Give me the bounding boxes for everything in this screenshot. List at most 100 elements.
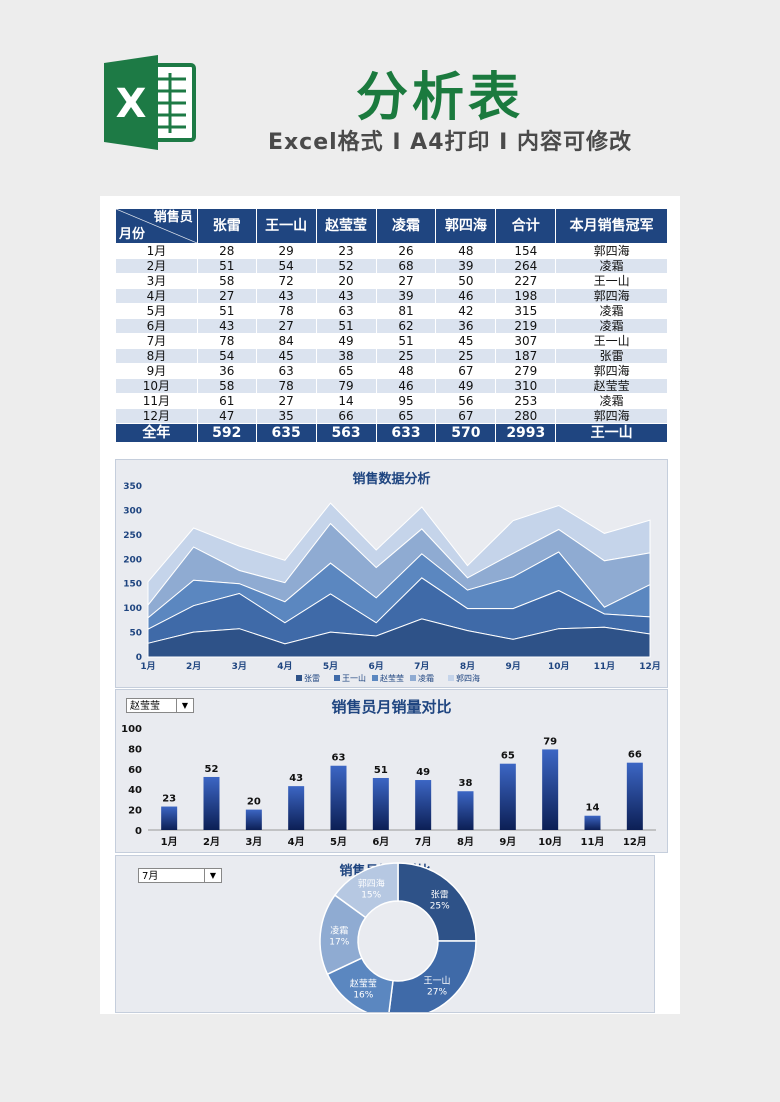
total-cell: 592 bbox=[196, 423, 257, 443]
column-header: 合计 bbox=[495, 208, 557, 244]
table-row: 8月 54 45 38 25 25 187 张雷 bbox=[115, 348, 668, 364]
table-cell: 29 bbox=[255, 243, 317, 259]
chevron-down-icon[interactable]: ▼ bbox=[204, 869, 221, 882]
table-row: 12月 47 35 66 65 67 280 郭四海 bbox=[115, 408, 668, 424]
table-row: 6月 43 27 51 62 36 219 凌霜 bbox=[115, 318, 668, 334]
column-header: 凌霜 bbox=[375, 208, 437, 244]
table-cell: 凌霜 bbox=[555, 258, 668, 274]
column-header: 本月销售冠军 bbox=[555, 208, 668, 244]
area-chart: 0 50 100 150 200 250 300 350 1月 2月 3月 4月 5月 6月 7月 8月 9月 1… bbox=[123, 482, 661, 683]
table-cell: 264 bbox=[495, 258, 557, 274]
table-cell: 68 bbox=[375, 258, 437, 274]
slice-name-label: 王一山 bbox=[424, 975, 451, 986]
sales-table: 销售员 月份 张雷 王一山 赵莹莹 凌霜 郭四海 合计 本月销售冠军 1月 28 2… bbox=[115, 208, 668, 443]
y-tick-label: 0 bbox=[135, 826, 142, 837]
table-cell: 58 bbox=[196, 378, 257, 394]
y-tick-label: 40 bbox=[128, 785, 142, 796]
table-row: 7月 78 84 49 51 45 307 王一山 bbox=[115, 333, 668, 349]
table-cell: 65 bbox=[315, 363, 377, 379]
table-cell: 3月 bbox=[115, 273, 198, 289]
table-row: 3月 58 72 20 27 50 227 王一山 bbox=[115, 273, 668, 289]
table-cell: 79 bbox=[315, 378, 377, 394]
salesperson-dropdown-value: 赵莹莹 bbox=[130, 701, 160, 712]
donut-slice bbox=[397, 862, 477, 942]
table-cell: 51 bbox=[196, 303, 257, 319]
table-cell: 62 bbox=[375, 318, 437, 334]
table-cell: 54 bbox=[196, 348, 257, 364]
table-cell: 23 bbox=[315, 243, 377, 259]
chevron-down-icon[interactable]: ▼ bbox=[176, 699, 193, 712]
table-cell: 49 bbox=[435, 378, 497, 394]
bar bbox=[330, 765, 347, 830]
column-header: 郭四海 bbox=[435, 208, 497, 244]
data-label: 63 bbox=[332, 753, 346, 764]
y-tick-label: 20 bbox=[128, 806, 142, 817]
table-row: 1月 28 29 23 26 48 154 郭四海 bbox=[115, 243, 668, 259]
table-row: 9月 36 63 65 48 67 279 郭四海 bbox=[115, 363, 668, 379]
y-tick-label: 80 bbox=[128, 744, 142, 755]
x-tick-label: 4月 bbox=[288, 836, 305, 848]
table-cell: 郭四海 bbox=[555, 408, 668, 424]
area-chart-panel: 销售数据分析 0 50 100 150 200 250 300 350 1月 2月 3月 4月 5月 6月… bbox=[115, 459, 668, 688]
table-cell: 42 bbox=[435, 303, 497, 319]
logo-letter: X bbox=[116, 81, 147, 127]
donut-chart-panel: 销售员销售对比 7月 ▼ 张雷25%王一山27%赵莹莹16%凌霜17%郭四海15… bbox=[115, 855, 655, 1013]
table-cell: 54 bbox=[255, 258, 317, 274]
total-cell: 2993 bbox=[495, 423, 557, 443]
y-tick-label: 250 bbox=[123, 531, 142, 541]
legend-label: 郭四海 bbox=[456, 673, 480, 683]
bar bbox=[457, 791, 474, 830]
bar bbox=[161, 806, 178, 830]
x-tick-label: 3月 bbox=[245, 836, 262, 848]
x-tick-label: 9月 bbox=[505, 661, 520, 672]
bar bbox=[245, 809, 262, 830]
table-cell: 8月 bbox=[115, 348, 198, 364]
table-cell: 王一山 bbox=[555, 273, 668, 289]
bar-chart-title: 销售员月销量对比 bbox=[331, 698, 452, 716]
table-cell: 81 bbox=[375, 303, 437, 319]
bar bbox=[626, 762, 643, 830]
column-header: 张雷 bbox=[196, 208, 257, 244]
table-cell: 45 bbox=[255, 348, 317, 364]
x-tick-label: 12月 bbox=[639, 661, 661, 672]
x-tick-label: 10月 bbox=[538, 836, 562, 848]
table-cell: 14 bbox=[315, 393, 377, 409]
area-series-张雷 bbox=[147, 618, 651, 658]
table-cell: 郭四海 bbox=[555, 288, 668, 304]
table-cell: 45 bbox=[435, 333, 497, 349]
table-cell: 35 bbox=[255, 408, 317, 424]
bar bbox=[542, 749, 559, 830]
bar-chart: 0 20 40 60 80 100 23 1月 52 2月 20 3月 43 4月 63 5月 51 6月 49 7月… bbox=[121, 724, 656, 848]
table-cell: 12月 bbox=[115, 408, 198, 424]
table-cell: 48 bbox=[375, 363, 437, 379]
table-cell: 36 bbox=[435, 318, 497, 334]
table-cell: 27 bbox=[255, 393, 317, 409]
column-header: 王一山 bbox=[255, 208, 317, 244]
table-cell: 310 bbox=[495, 378, 557, 394]
legend-label: 王一山 bbox=[342, 673, 366, 683]
table-cell: 凌霜 bbox=[555, 303, 668, 319]
table-cell: 张雷 bbox=[555, 348, 668, 364]
table-cell: 39 bbox=[375, 288, 437, 304]
y-tick-label: 50 bbox=[129, 629, 142, 639]
data-label: 20 bbox=[247, 797, 261, 808]
table-row: 2月 51 54 52 68 39 264 凌霜 bbox=[115, 258, 668, 274]
salesperson-dropdown[interactable]: 赵莹莹 ▼ bbox=[126, 698, 194, 713]
table-cell: 84 bbox=[255, 333, 317, 349]
table-cell: 187 bbox=[495, 348, 557, 364]
table-cell: 46 bbox=[375, 378, 437, 394]
total-cell: 633 bbox=[375, 423, 437, 443]
table-cell: 65 bbox=[375, 408, 437, 424]
x-tick-label: 1月 bbox=[161, 836, 178, 848]
table-cell: 43 bbox=[255, 288, 317, 304]
table-cell: 78 bbox=[255, 378, 317, 394]
excel-logo-icon: X bbox=[104, 55, 196, 150]
x-tick-label: 5月 bbox=[323, 661, 338, 672]
x-tick-label: 4月 bbox=[277, 661, 292, 672]
month-dropdown[interactable]: 7月 ▼ bbox=[138, 868, 222, 883]
table-cell: 7月 bbox=[115, 333, 198, 349]
table-cell: 28 bbox=[196, 243, 257, 259]
table-cell: 43 bbox=[196, 318, 257, 334]
legend-swatch bbox=[334, 675, 340, 681]
table-cell: 63 bbox=[255, 363, 317, 379]
